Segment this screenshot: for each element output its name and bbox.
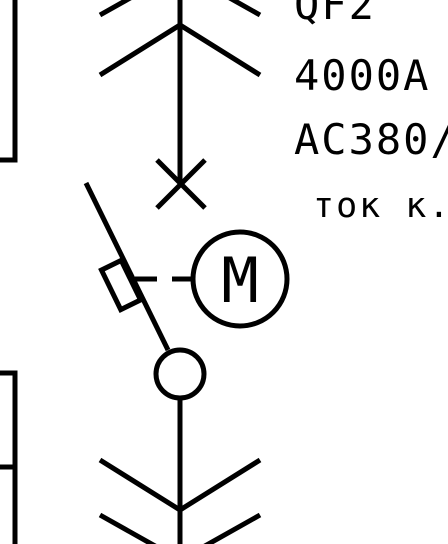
voltage-label: AC380/4 bbox=[294, 115, 448, 164]
switch-blade bbox=[83, 181, 171, 352]
actuator-box bbox=[98, 257, 144, 313]
motor-drive: M bbox=[190, 229, 290, 329]
motor-symbol: M bbox=[221, 244, 258, 317]
left-frame-top bbox=[0, 0, 18, 163]
breaker-cross-mark bbox=[155, 158, 207, 210]
motor-circle bbox=[190, 229, 290, 329]
bottom-plug-contact bbox=[98, 457, 262, 544]
left-frame-bottom bbox=[0, 370, 18, 544]
short-circuit-note: ток к.з bbox=[313, 186, 448, 226]
pivot-contact bbox=[153, 347, 207, 401]
rated-current-label: 4000A bbox=[294, 51, 430, 100]
breaker-designation: QF2 bbox=[294, 0, 376, 29]
